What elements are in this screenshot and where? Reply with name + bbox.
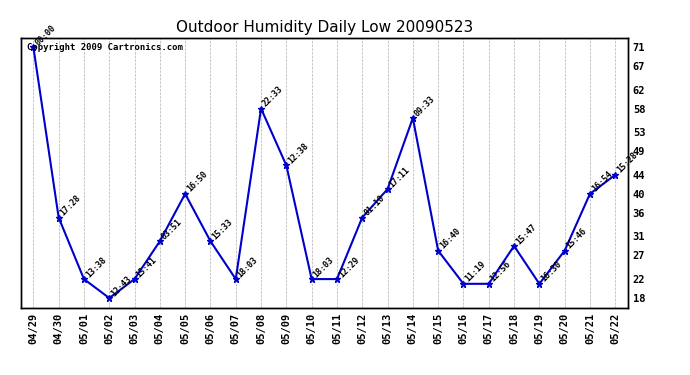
- Text: 12:38: 12:38: [286, 141, 310, 165]
- Text: 16:54: 16:54: [590, 170, 614, 194]
- Text: 09:33: 09:33: [413, 94, 437, 118]
- Text: 15:46: 15:46: [564, 226, 589, 251]
- Text: 01:10: 01:10: [362, 194, 386, 217]
- Text: 17:11: 17:11: [388, 165, 412, 189]
- Text: 12:43: 12:43: [109, 274, 133, 298]
- Text: 00:00: 00:00: [33, 23, 57, 47]
- Text: 18:03: 18:03: [312, 255, 336, 279]
- Text: 22:33: 22:33: [261, 84, 285, 108]
- Text: 03:51: 03:51: [160, 217, 184, 241]
- Text: 15:28: 15:28: [615, 151, 640, 175]
- Text: 13:38: 13:38: [84, 255, 108, 279]
- Text: 15:41: 15:41: [135, 255, 159, 279]
- Text: 12:29: 12:29: [337, 255, 361, 279]
- Text: 12:56: 12:56: [489, 260, 513, 284]
- Text: Copyright 2009 Cartronics.com: Copyright 2009 Cartronics.com: [27, 43, 183, 52]
- Text: 15:33: 15:33: [210, 217, 235, 241]
- Title: Outdoor Humidity Daily Low 20090523: Outdoor Humidity Daily Low 20090523: [176, 20, 473, 35]
- Text: 17:28: 17:28: [59, 194, 83, 217]
- Text: 15:47: 15:47: [514, 222, 538, 246]
- Text: 16:30: 16:30: [540, 260, 564, 284]
- Text: 16:40: 16:40: [438, 226, 462, 251]
- Text: 11:19: 11:19: [464, 260, 488, 284]
- Text: 18:03: 18:03: [236, 255, 260, 279]
- Text: 16:50: 16:50: [185, 170, 209, 194]
